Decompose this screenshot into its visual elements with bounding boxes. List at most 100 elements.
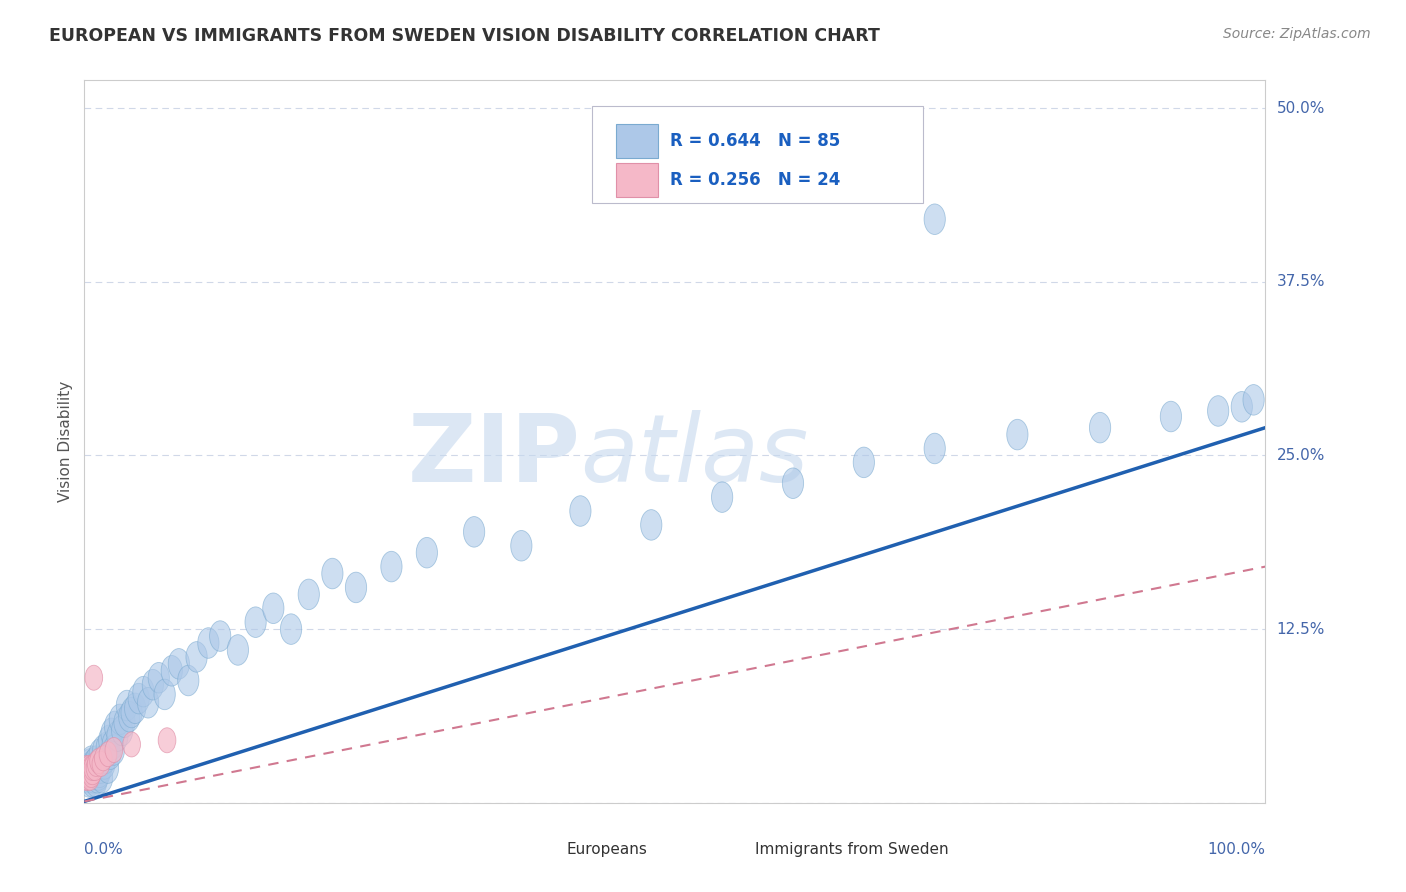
Ellipse shape xyxy=(280,614,302,644)
Ellipse shape xyxy=(103,735,125,765)
Ellipse shape xyxy=(89,739,110,770)
Ellipse shape xyxy=(87,751,105,776)
Ellipse shape xyxy=(80,757,103,788)
Ellipse shape xyxy=(346,572,367,603)
Y-axis label: Vision Disability: Vision Disability xyxy=(58,381,73,502)
Ellipse shape xyxy=(169,648,190,679)
Ellipse shape xyxy=(782,468,804,499)
Ellipse shape xyxy=(80,760,101,790)
Ellipse shape xyxy=(121,698,142,728)
Ellipse shape xyxy=(1160,401,1181,432)
Ellipse shape xyxy=(84,756,101,780)
Ellipse shape xyxy=(87,763,108,793)
Ellipse shape xyxy=(148,663,169,693)
FancyBboxPatch shape xyxy=(709,837,744,863)
Ellipse shape xyxy=(1090,412,1111,443)
Ellipse shape xyxy=(128,683,149,714)
Ellipse shape xyxy=(98,725,120,756)
Text: 12.5%: 12.5% xyxy=(1277,622,1324,637)
Ellipse shape xyxy=(82,767,103,797)
Ellipse shape xyxy=(87,753,108,783)
Ellipse shape xyxy=(89,748,110,780)
Ellipse shape xyxy=(162,656,183,686)
Ellipse shape xyxy=(91,746,112,776)
Ellipse shape xyxy=(103,729,124,760)
Text: 37.5%: 37.5% xyxy=(1277,274,1324,289)
Ellipse shape xyxy=(82,760,98,785)
Ellipse shape xyxy=(82,753,103,783)
Ellipse shape xyxy=(641,509,662,541)
Text: R = 0.644   N = 85: R = 0.644 N = 85 xyxy=(671,132,841,150)
Ellipse shape xyxy=(416,537,437,568)
Ellipse shape xyxy=(155,679,176,710)
Ellipse shape xyxy=(91,751,110,776)
Ellipse shape xyxy=(77,765,94,790)
Ellipse shape xyxy=(83,763,104,793)
Ellipse shape xyxy=(924,434,945,464)
Ellipse shape xyxy=(97,753,118,783)
Ellipse shape xyxy=(711,482,733,512)
Ellipse shape xyxy=(77,753,98,783)
Ellipse shape xyxy=(198,628,219,658)
FancyBboxPatch shape xyxy=(519,837,554,863)
Text: atlas: atlas xyxy=(581,410,808,501)
Ellipse shape xyxy=(91,763,112,793)
Ellipse shape xyxy=(98,741,117,767)
Ellipse shape xyxy=(1007,419,1028,450)
Ellipse shape xyxy=(245,607,266,638)
Ellipse shape xyxy=(80,746,103,776)
Ellipse shape xyxy=(118,701,139,732)
Ellipse shape xyxy=(79,760,97,785)
Ellipse shape xyxy=(80,763,103,793)
Ellipse shape xyxy=(84,760,105,790)
Ellipse shape xyxy=(159,728,176,753)
Ellipse shape xyxy=(569,496,591,526)
Ellipse shape xyxy=(89,760,110,790)
Ellipse shape xyxy=(96,743,117,773)
Ellipse shape xyxy=(209,621,231,651)
Ellipse shape xyxy=(100,739,121,770)
Ellipse shape xyxy=(84,665,103,690)
Ellipse shape xyxy=(125,693,146,723)
Ellipse shape xyxy=(76,760,97,790)
Ellipse shape xyxy=(83,748,104,780)
Ellipse shape xyxy=(84,760,101,785)
Ellipse shape xyxy=(79,757,100,788)
Ellipse shape xyxy=(228,635,249,665)
Ellipse shape xyxy=(510,531,531,561)
Text: 50.0%: 50.0% xyxy=(1277,101,1324,116)
Ellipse shape xyxy=(142,669,163,700)
Text: 25.0%: 25.0% xyxy=(1277,448,1324,463)
Ellipse shape xyxy=(177,665,198,696)
Ellipse shape xyxy=(101,718,122,748)
Text: 0.0%: 0.0% xyxy=(84,842,124,856)
Ellipse shape xyxy=(79,767,100,797)
Text: Source: ZipAtlas.com: Source: ZipAtlas.com xyxy=(1223,27,1371,41)
Ellipse shape xyxy=(79,765,97,790)
Ellipse shape xyxy=(104,711,125,741)
Ellipse shape xyxy=(80,756,98,780)
Ellipse shape xyxy=(132,676,155,707)
Ellipse shape xyxy=(1232,392,1253,422)
Text: R = 0.256   N = 24: R = 0.256 N = 24 xyxy=(671,171,841,189)
Ellipse shape xyxy=(80,748,101,780)
Ellipse shape xyxy=(86,767,107,797)
Ellipse shape xyxy=(83,757,104,788)
Ellipse shape xyxy=(114,707,135,738)
Ellipse shape xyxy=(105,738,122,763)
Ellipse shape xyxy=(83,756,100,780)
Text: 100.0%: 100.0% xyxy=(1208,842,1265,856)
Ellipse shape xyxy=(96,732,118,763)
Text: ZIP: ZIP xyxy=(408,410,581,502)
Ellipse shape xyxy=(924,204,945,235)
Ellipse shape xyxy=(82,765,98,790)
Ellipse shape xyxy=(77,760,94,785)
Ellipse shape xyxy=(77,756,96,780)
Ellipse shape xyxy=(80,763,98,788)
Ellipse shape xyxy=(94,748,115,780)
Ellipse shape xyxy=(853,447,875,477)
Text: EUROPEAN VS IMMIGRANTS FROM SWEDEN VISION DISABILITY CORRELATION CHART: EUROPEAN VS IMMIGRANTS FROM SWEDEN VISIO… xyxy=(49,27,880,45)
Ellipse shape xyxy=(117,690,138,721)
Ellipse shape xyxy=(1208,396,1229,426)
Ellipse shape xyxy=(90,753,111,783)
